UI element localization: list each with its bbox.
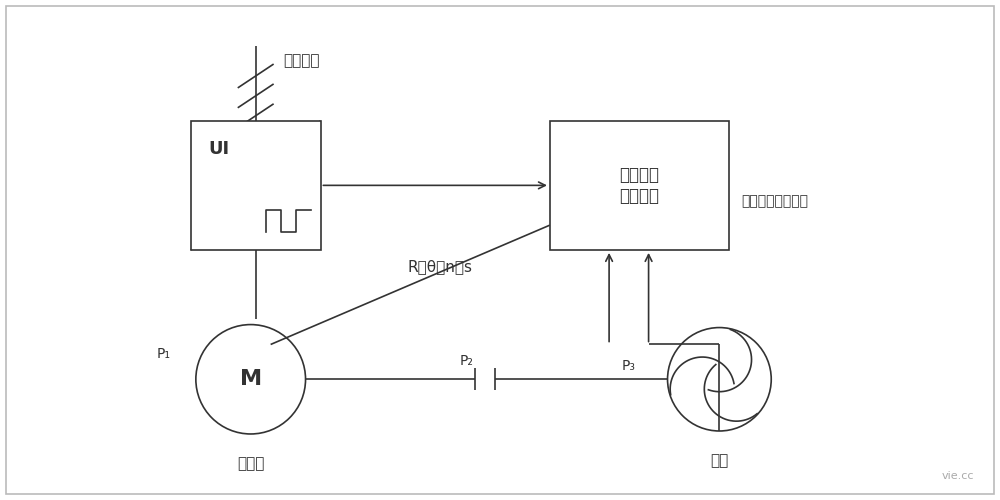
Text: P₃: P₃	[622, 360, 636, 374]
Bar	[550, 120, 729, 250]
Text: 压力、温度、流量: 压力、温度、流量	[741, 194, 808, 208]
Text: UI: UI	[208, 140, 229, 158]
Text: 风机: 风机	[710, 454, 729, 468]
Text: M: M	[240, 370, 262, 390]
Text: P₂: P₂	[460, 354, 474, 368]
Text: 机组效率
测试装置: 机组效率 测试装置	[620, 166, 660, 205]
Bar	[191, 120, 320, 250]
Text: vie.cc: vie.cc	[941, 470, 974, 480]
Text: P₁: P₁	[157, 348, 171, 362]
Text: 电动机: 电动机	[237, 456, 264, 471]
Text: 工作电源: 工作电源	[284, 54, 320, 68]
Text: R、θ、n、s: R、θ、n、s	[408, 260, 473, 274]
